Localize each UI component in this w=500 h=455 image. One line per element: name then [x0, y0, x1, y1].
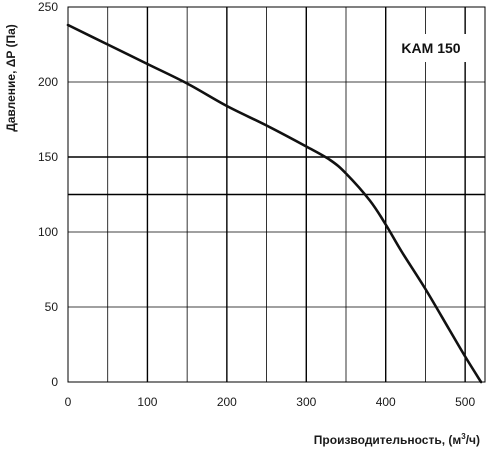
- x-tick-label: 0: [65, 395, 72, 409]
- performance-curve: [66, 23, 483, 384]
- x-tick-label: 400: [376, 395, 396, 409]
- y-tick-label: 100: [38, 225, 58, 239]
- x-tick-label: 200: [217, 395, 237, 409]
- x-tick-label: 100: [137, 395, 157, 409]
- x-tick-label: 300: [296, 395, 316, 409]
- y-tick-label: 250: [38, 0, 58, 14]
- x-tick-label: 500: [455, 395, 475, 409]
- y-tick-label: 0: [51, 375, 58, 389]
- model-label: KAM 150: [401, 40, 460, 56]
- y-tick-label: 150: [38, 150, 58, 164]
- x-axis-label-main: Производительность, (м: [314, 433, 462, 447]
- x-axis-label-end: /ч): [466, 433, 480, 447]
- grid: [67, 6, 486, 383]
- performance-curve-layer: [66, 23, 483, 384]
- y-axis-label: Давление, ΔP (Па): [4, 24, 18, 132]
- x-axis-label: Производительность, (м3/ч): [314, 432, 480, 447]
- y-tick-label: 200: [38, 75, 58, 89]
- tick-labels: 0 100 200 300 400 500 0 50 100 150 200 250: [38, 0, 476, 409]
- model-label-box: KAM 150: [392, 34, 470, 62]
- y-tick-label: 50: [45, 300, 59, 314]
- x-axis-label-superscript: 3: [461, 432, 466, 441]
